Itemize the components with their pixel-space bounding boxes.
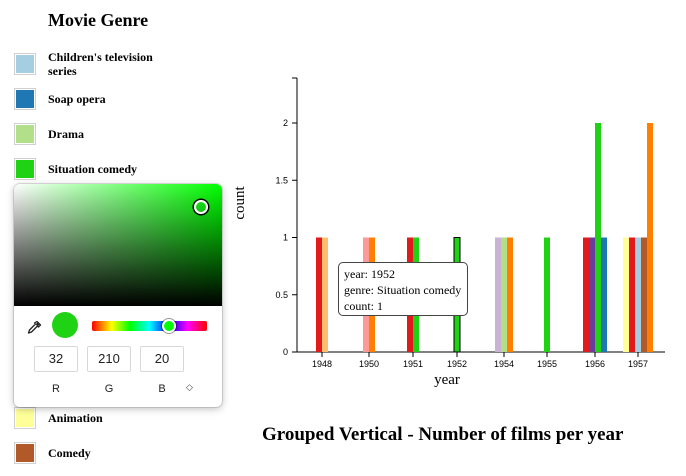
bar (589, 237, 595, 352)
bar (629, 237, 635, 352)
color-swatch[interactable] (14, 158, 36, 180)
saturation-area[interactable] (14, 184, 222, 306)
swatch-fill (16, 160, 34, 178)
chart-title: Grouped Vertical - Number of films per y… (262, 424, 624, 445)
x-tick-label: 1952 (447, 359, 467, 369)
legend-item-drama[interactable]: Drama (14, 123, 168, 145)
chart-tooltip: year: 1952 genre: Situation comedy count… (338, 262, 468, 316)
bar (507, 237, 513, 352)
y-axis-title: count (232, 186, 248, 220)
swatch-fill (16, 55, 34, 73)
y-tick-label: 1.5 (275, 175, 288, 185)
y-tick-label: 1 (283, 233, 288, 243)
bar (647, 123, 653, 352)
legend-item-label: Drama (48, 127, 84, 141)
x-tick-label: 1957 (628, 359, 648, 369)
swatch-fill (16, 444, 34, 462)
red-value-input[interactable]: 32 (34, 346, 78, 372)
legend-item-childrens-tv[interactable]: Children's television series (14, 50, 168, 78)
legend-item-label: Children's television series (48, 50, 153, 78)
y-tick-label: 0 (283, 347, 288, 357)
color-swatch[interactable] (14, 123, 36, 145)
legend-item-label: Comedy (48, 446, 91, 460)
bar (544, 237, 550, 352)
color-swatch[interactable] (14, 442, 36, 464)
legend-item-label: Soap opera (48, 92, 106, 106)
green-label: G (104, 383, 114, 395)
tooltip-year: year: 1952 (344, 267, 395, 281)
x-axis-title: year (434, 372, 460, 388)
y-tick-label: 2 (283, 118, 288, 128)
format-toggle-icon[interactable]: ◇ (186, 382, 193, 392)
legend-title: Movie Genre (48, 10, 149, 30)
green-value-input[interactable]: 210 (87, 346, 131, 372)
color-swatch[interactable] (14, 88, 36, 110)
x-tick-label: 1955 (537, 359, 557, 369)
bar (601, 237, 607, 352)
bar (583, 237, 589, 352)
bar (623, 237, 629, 352)
red-label: R (52, 383, 60, 395)
bar (501, 237, 507, 352)
hue-slider[interactable] (92, 321, 207, 331)
x-tick-label: 1956 (585, 359, 605, 369)
color-swatch[interactable] (14, 407, 36, 429)
bar (595, 123, 601, 352)
bar (495, 237, 501, 352)
swatch-fill (16, 409, 34, 427)
x-tick-label: 1948 (312, 359, 332, 369)
tooltip-genre: genre: Situation comedy (344, 283, 462, 297)
swatch-fill (16, 90, 34, 108)
bar (641, 237, 647, 352)
bar (322, 237, 328, 352)
saturation-handle[interactable] (194, 200, 208, 214)
y-tick-label: 0.5 (275, 290, 288, 300)
legend-item-comedy[interactable]: Comedy (14, 442, 168, 464)
color-picker-popup: 32 210 20 R G B ◇ (14, 184, 222, 407)
color-preview (52, 312, 78, 338)
color-swatch[interactable] (14, 53, 36, 75)
eyedropper-icon[interactable] (26, 320, 42, 336)
legend-item-situation-comedy[interactable]: Situation comedy (14, 158, 168, 180)
swatch-fill (16, 125, 34, 143)
bar (635, 237, 641, 352)
hue-slider-handle[interactable] (162, 319, 176, 333)
tooltip-count: count: 1 (344, 299, 383, 313)
legend-item-soap-opera[interactable]: Soap opera (14, 88, 168, 110)
x-tick-label: 1951 (403, 359, 423, 369)
bar (316, 237, 322, 352)
x-tick-label: 1954 (494, 359, 514, 369)
legend-item-label: Animation (48, 411, 103, 425)
blue-value-input[interactable]: 20 (140, 346, 184, 372)
x-tick-label: 1950 (359, 359, 379, 369)
legend-item-animation[interactable]: Animation (14, 407, 168, 429)
legend-item-label: Situation comedy (48, 162, 138, 176)
blue-label: B (158, 383, 166, 395)
